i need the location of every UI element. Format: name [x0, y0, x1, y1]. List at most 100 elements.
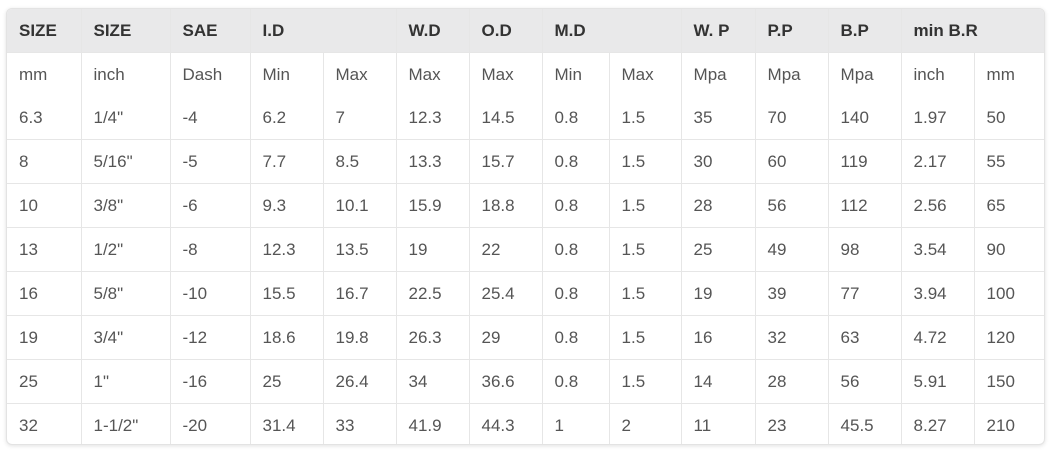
table-cell: -20 — [170, 403, 251, 444]
table-cell: 0.8 — [542, 183, 610, 228]
table-cell: 119 — [828, 139, 902, 184]
table-cell: 60 — [755, 139, 829, 184]
table-cell: 1.97 — [901, 96, 975, 140]
table-cell: 13.5 — [323, 227, 397, 272]
table-cell: 25.4 — [469, 271, 543, 316]
table-cell: 3.54 — [901, 227, 975, 272]
table-cell: 45.5 — [828, 403, 902, 444]
table-cell: 31.4 — [250, 403, 324, 444]
table-cell: 2.56 — [901, 183, 975, 228]
column-header: W. P — [681, 9, 756, 53]
column-header: SIZE — [7, 9, 82, 53]
column-header: M.D — [542, 9, 682, 53]
table-row: 6.3 1/4" -4 6.2 7 12.3 14.5 0.8 1.5 35 70 140 1.97 50 — [7, 96, 1044, 140]
table-cell: 16 — [7, 271, 82, 316]
table-cell: -10 — [170, 271, 251, 316]
table-cell: 55 — [974, 139, 1044, 184]
table-cell: -12 — [170, 315, 251, 360]
table-cell: 15.5 — [250, 271, 324, 316]
table-cell: 25 — [7, 359, 82, 404]
table-cell: 26.4 — [323, 359, 397, 404]
table-cell: 12.3 — [250, 227, 324, 272]
units-row: mm inch Dash Min Max Max Max Min Max Mpa Mpa Mpa inc… — [7, 52, 1044, 96]
table-cell: 120 — [974, 315, 1044, 360]
table-cell: 1" — [81, 359, 171, 404]
table-cell: 41.9 — [396, 403, 470, 444]
table-cell: 112 — [828, 183, 902, 228]
hose-spec-table-container: SIZE SIZE SAE I.D W.D O.D M.D W. P P.P B.P min B.R… — [6, 8, 1045, 445]
table-cell: 19 — [681, 271, 756, 316]
table-cell: 2.17 — [901, 139, 975, 184]
table-cell: 13.3 — [396, 139, 470, 184]
table-cell: 1/4" — [81, 96, 171, 140]
table-cell: 39 — [755, 271, 829, 316]
table-cell: 13 — [7, 227, 82, 272]
table-cell: 16.7 — [323, 271, 397, 316]
unit-cell: Max — [396, 52, 470, 96]
table-cell: 1.5 — [609, 359, 682, 404]
table-cell: 25 — [681, 227, 756, 272]
table-cell: 140 — [828, 96, 902, 140]
table-cell: 1.5 — [609, 271, 682, 316]
table-cell: 14 — [681, 359, 756, 404]
table-cell: 1.5 — [609, 315, 682, 360]
table-cell: 7 — [323, 96, 397, 140]
table-cell: 56 — [755, 183, 829, 228]
table-row: 19 3/4" -12 18.6 19.8 26.3 29 0.8 1.5 16 32 63 4.72 1… — [7, 315, 1044, 360]
table-cell: 14.5 — [469, 96, 543, 140]
table-cell: 44.3 — [469, 403, 543, 444]
table-cell: 22.5 — [396, 271, 470, 316]
table-cell: -8 — [170, 227, 251, 272]
hose-spec-table: SIZE SIZE SAE I.D W.D O.D M.D W. P P.P B.P min B.R… — [7, 9, 1044, 444]
table-cell: 10.1 — [323, 183, 397, 228]
unit-cell: inch — [81, 52, 171, 96]
table-cell: 5.91 — [901, 359, 975, 404]
table-cell: 1 — [542, 403, 610, 444]
table-cell: 11 — [681, 403, 756, 444]
unit-cell: Max — [609, 52, 682, 96]
table-row: 10 3/8" -6 9.3 10.1 15.9 18.8 0.8 1.5 28 56 112 2.56… — [7, 183, 1044, 228]
table-cell: 0.8 — [542, 227, 610, 272]
table-cell: 28 — [681, 183, 756, 228]
table-cell: 36.6 — [469, 359, 543, 404]
unit-cell: Max — [323, 52, 397, 96]
table-cell: 8.27 — [901, 403, 975, 444]
table-cell: 0.8 — [542, 315, 610, 360]
table-cell: 12.3 — [396, 96, 470, 140]
table-cell: 63 — [828, 315, 902, 360]
table-cell: 8.5 — [323, 139, 397, 184]
table-cell: 100 — [974, 271, 1044, 316]
table-cell: -4 — [170, 96, 251, 140]
table-cell: 0.8 — [542, 96, 610, 140]
column-header: B.P — [828, 9, 902, 53]
column-header: SIZE — [81, 9, 171, 53]
table-cell: 28 — [755, 359, 829, 404]
table-cell: 150 — [974, 359, 1044, 404]
table-cell: 18.6 — [250, 315, 324, 360]
table-cell: 2 — [609, 403, 682, 444]
table-cell: 19.8 — [323, 315, 397, 360]
unit-cell: inch — [901, 52, 975, 96]
table-cell: 1/2" — [81, 227, 171, 272]
table-cell: 1-1/2" — [81, 403, 171, 444]
table-cell: 22 — [469, 227, 543, 272]
table-cell: 49 — [755, 227, 829, 272]
table-cell: -16 — [170, 359, 251, 404]
column-header: W.D — [396, 9, 470, 53]
unit-cell: Max — [469, 52, 543, 96]
table-cell: 29 — [469, 315, 543, 360]
table-cell: 9.3 — [250, 183, 324, 228]
table-cell: 15.9 — [396, 183, 470, 228]
table-cell: 3/8" — [81, 183, 171, 228]
unit-cell: Dash — [170, 52, 251, 96]
table-cell: 23 — [755, 403, 829, 444]
table-cell: 3/4" — [81, 315, 171, 360]
table-cell: 32 — [755, 315, 829, 360]
table-cell: 1.5 — [609, 183, 682, 228]
unit-cell: Min — [250, 52, 324, 96]
table-body: 6.3 1/4" -4 6.2 7 12.3 14.5 0.8 1.5 35 70 140 1.97 50… — [7, 96, 1044, 444]
table-cell: 70 — [755, 96, 829, 140]
column-header: P.P — [755, 9, 829, 53]
table-cell: 33 — [323, 403, 397, 444]
table-cell: 5/16" — [81, 139, 171, 184]
